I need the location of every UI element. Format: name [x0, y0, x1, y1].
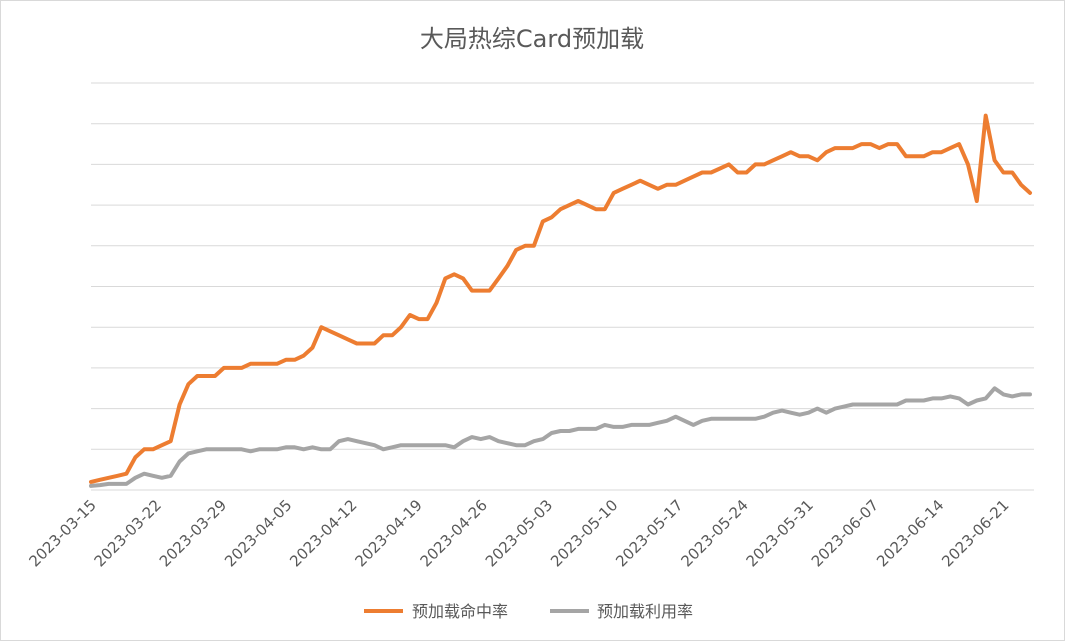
legend-label-utilization: 预加载利用率 — [597, 602, 693, 621]
x-tick-label: 2023-05-24 — [677, 496, 751, 570]
x-tick-label: 2023-04-19 — [351, 496, 425, 570]
legend-label-hit-rate: 预加载命中率 — [412, 602, 508, 621]
x-tick-label: 2023-04-26 — [417, 496, 491, 570]
series-lines — [89, 113, 1032, 488]
x-tick-label: 2023-04-12 — [286, 496, 360, 570]
series-line-utilization — [89, 386, 1032, 488]
x-tick-label: 2023-04-05 — [221, 496, 295, 570]
x-axis-tick-labels: 2023-03-152023-03-222023-03-292023-04-05… — [25, 496, 1012, 570]
series-line-hit-rate — [89, 113, 1032, 484]
x-tick-label: 2023-05-03 — [482, 496, 556, 570]
chart-title: 大局热综Card预加载 — [420, 25, 644, 53]
x-tick-label: 2023-05-10 — [547, 496, 621, 570]
x-tick-label: 2023-03-29 — [156, 496, 230, 570]
x-tick-label: 2023-06-14 — [873, 496, 947, 570]
legend: 预加载命中率 预加载利用率 — [364, 602, 693, 621]
x-tick-label: 2023-05-17 — [612, 496, 686, 570]
x-tick-label: 2023-06-07 — [808, 496, 882, 570]
x-tick-label: 2023-03-22 — [91, 496, 165, 570]
x-tick-label: 2023-03-15 — [25, 496, 99, 570]
x-tick-label: 2023-06-21 — [938, 496, 1012, 570]
x-tick-label: 2023-05-31 — [743, 496, 817, 570]
